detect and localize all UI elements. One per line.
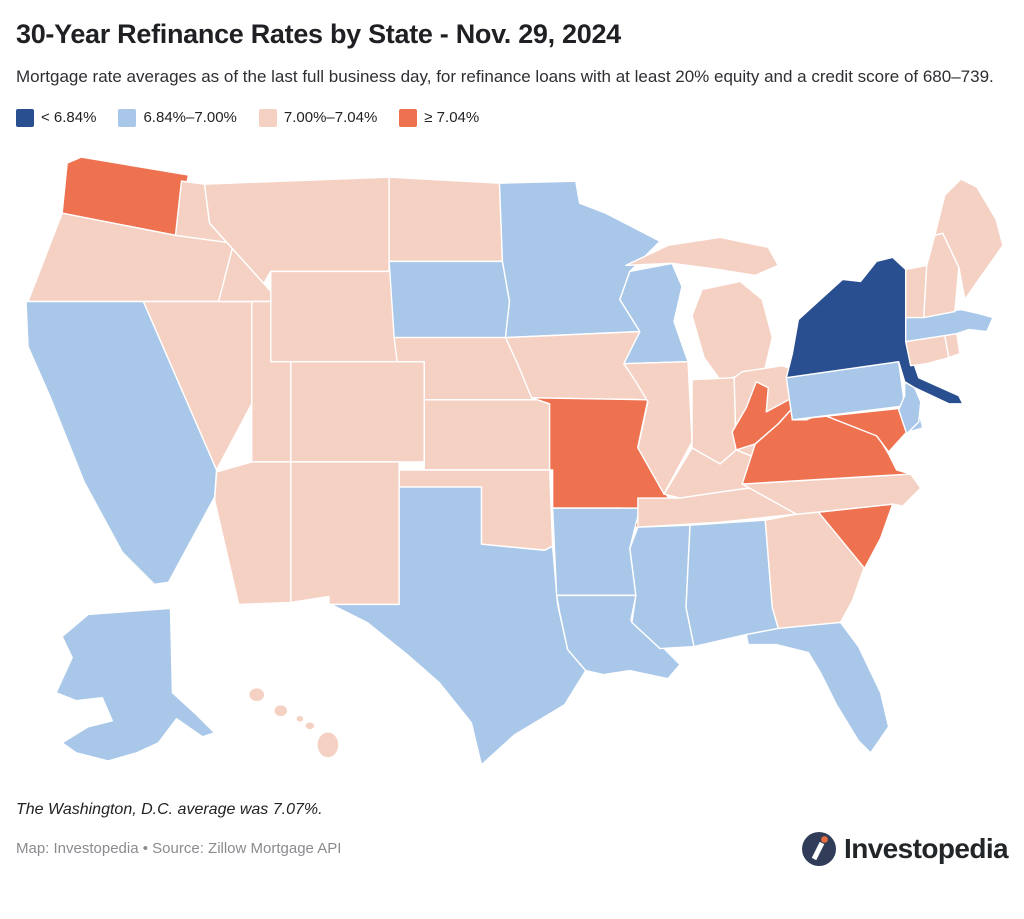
header: 30-Year Refinance Rates by State - Nov. … [0,0,1024,127]
state-AR: Arkansas [551,507,641,596]
state-NM: New Mexico [290,461,400,605]
state-WY: Wyoming [270,270,400,363]
legend-label: 7.00%–7.04% [283,109,378,127]
us-choropleth-map: Washington Oregon California Nevada Idah… [18,151,1006,787]
legend-label: ≥ 7.04% [424,109,480,127]
state-LA: Louisiana [555,594,681,680]
legend-label: < 6.84% [41,109,97,127]
state-IL: Illinois [623,360,693,495]
legend: < 6.84% 6.84%–7.00% 7.00%–7.04% ≥ 7.04% [16,108,1008,127]
map-svg: Washington Oregon California Nevada Idah… [25,156,1004,766]
footer-bottom-row: Map: Investopedia • Source: Zillow Mortg… [16,831,1009,867]
legend-label: 6.84%–7.00% [143,109,237,127]
state-MS: Mississippi [629,524,695,649]
state-FL: Florida [745,621,890,754]
state-NC: North Carolina [741,473,922,515]
investopedia-wordmark: Investopedia [844,832,1009,864]
state-WI: Wisconsin [619,262,689,365]
state-HI: Hawaii [247,686,340,759]
state-MI: Michigan [691,280,773,381]
state-MA: Massachusetts [904,308,994,343]
legend-item-lt-684: < 6.84% [16,108,97,127]
state-ND: North Dakota [388,176,504,262]
state-AK: Alaska [55,607,216,762]
state-SD: South Dakota [388,260,511,339]
state-KS: Kansas [423,398,551,471]
legend-item-700-704: 7.00%–7.04% [258,108,378,127]
legend-swatch-orange [399,108,418,127]
dc-annotation: The Washington, D.C. average was 7.07%. [16,800,323,818]
state-TX: Texas [330,486,587,766]
investopedia-logo-icon [802,831,837,866]
state-CO: Colorado [290,360,425,463]
legend-swatch-light-blue [118,108,137,127]
legend-item-gte-704: ≥ 7.04% [399,108,480,127]
investopedia-logo[interactable]: Investopedia [801,831,1009,867]
legend-swatch-dark-blue [16,108,34,127]
map-credits: Map: Investopedia • Source: Zillow Mortg… [16,840,342,858]
legend-swatch-peach [258,108,277,127]
state-ID: Idaho [174,180,272,302]
page-title: 30-Year Refinance Rates by State - Nov. … [16,19,621,49]
state-AZ: Arizona [213,461,292,605]
state-NJ: New Jersey [897,380,922,435]
footer: The Washington, D.C. average was 7.07%. … [0,801,1024,867]
legend-item-684-700: 6.84%–7.00% [118,108,237,127]
state-MI-upper-peninsula: Michigan [625,236,780,276]
subtitle: Mortgage rate averages as of the last fu… [16,67,994,87]
state-AL: Alabama [685,519,780,647]
state-ME: Maine [934,178,1004,300]
